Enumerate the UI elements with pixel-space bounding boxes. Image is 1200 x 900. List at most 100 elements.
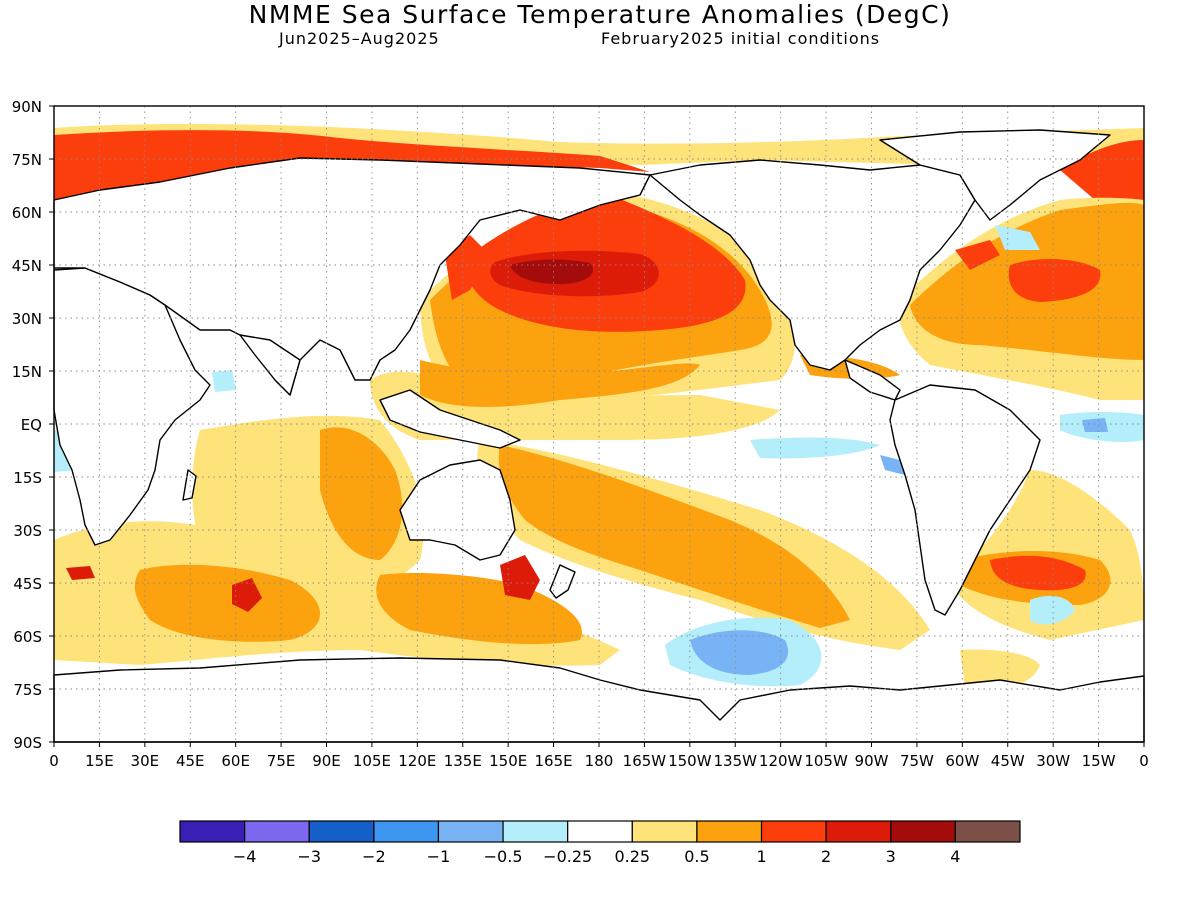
colorbar-label: −0.5 (484, 847, 523, 866)
colorbar-swatch (825, 820, 892, 843)
initial-conditions: February2025 initial conditions (601, 29, 881, 48)
anomaly-field (54, 123, 1144, 695)
colorbar-label: −4 (233, 847, 257, 866)
longitude-label: 60W (945, 752, 979, 770)
anomaly-region-south-indian-spot (232, 578, 262, 612)
colorbar-swatch (179, 820, 246, 843)
landmass-greenland (879, 129, 1111, 221)
longitude-label: 165E (535, 752, 573, 770)
landmass-eurasia (53, 157, 651, 396)
colorbar-label: 0.25 (614, 847, 650, 866)
colorbar-label: −2 (362, 847, 386, 866)
longitude-label: 30E (131, 752, 160, 770)
colorbar-label: 0.5 (684, 847, 709, 866)
longitude-label: 120E (398, 752, 436, 770)
latitude-label: 45S (13, 575, 42, 593)
longitude-label: 30W (1036, 752, 1070, 770)
colorbar-swatch (567, 820, 633, 843)
longitude-label: 45E (176, 752, 205, 770)
longitude-label: 135E (444, 752, 482, 770)
colorbar-swatch (437, 820, 504, 843)
anomaly-region-indian-ocean (320, 427, 403, 560)
colorbar-labels: −4 −3 −2 −1 −0.5 −0.25 0.25 0.5 1 2 3 4 (233, 847, 961, 866)
anomaly-region-north-atlantic-core (1008, 258, 1101, 302)
latitude-label: 45N (12, 257, 42, 275)
colorbar-swatch (954, 820, 1021, 843)
longitude-label: 105W (804, 752, 848, 770)
map-title: NMME Sea Surface Temperature Anomalies (… (248, 0, 952, 29)
longitude-labels: 0 15E 30E 45E 60E 75E 90E 105E 120E 135E 150E 165E 1… (49, 742, 1149, 770)
latitude-label: 60N (12, 204, 42, 222)
colorbar-label: −0.25 (543, 847, 592, 866)
anomaly-region-antarctic-coast (960, 649, 1040, 691)
anomaly-region-labrador (995, 225, 1040, 250)
latitude-label: 30N (12, 310, 42, 328)
anomaly-region-southeast-pacific-cold-core (690, 630, 789, 675)
anomaly-region-west-pacific-1 (420, 360, 700, 407)
longitude-label: 165W (623, 752, 667, 770)
landmass-maritime-continent (379, 389, 521, 449)
latitude-label: 90N (12, 98, 42, 116)
colorbar-label: 1 (756, 847, 766, 866)
anomaly-region-tasman (500, 555, 540, 600)
anomaly-region-japan (445, 235, 490, 300)
landmass-south-america (889, 384, 1041, 616)
colorbar-label: 3 (886, 847, 896, 866)
latitude-label: 75S (13, 681, 42, 699)
longitude-label: 120W (759, 752, 803, 770)
colorbar (179, 820, 1021, 843)
latitude-label: EQ (21, 416, 42, 434)
longitude-label: 0 (49, 752, 59, 770)
landmass-madagascar (182, 469, 197, 501)
longitude-label: 135W (714, 752, 758, 770)
latitude-label: 75N (12, 151, 42, 169)
longitude-label: 180 (585, 752, 614, 770)
anomaly-region-equatorial-east-pacific (750, 437, 880, 459)
anomaly-region-southwest-indian-spot (66, 566, 95, 580)
latitude-label: 15N (12, 363, 42, 381)
longitude-label: 150W (668, 752, 712, 770)
latitude-labels: 90N 75N 60N 45N 30N 15N EQ 15S 30S 45S 60S 75S 90S (12, 98, 54, 752)
forecast-period: Jun2025–Aug2025 (279, 29, 440, 48)
colorbar-label: 4 (950, 847, 960, 866)
landmass-new-zealand (549, 564, 576, 599)
longitude-label: 45W (991, 752, 1025, 770)
longitude-label: 0 (1139, 752, 1149, 770)
longitude-label: 75W (900, 752, 934, 770)
latitude-label: 60S (13, 628, 42, 646)
landmass-north-america (649, 159, 976, 371)
colorbar-label: 2 (821, 847, 831, 866)
colorbar-swatch (308, 820, 375, 843)
anomaly-region-southern-ocean-west-1 (134, 564, 320, 642)
longitude-label: 90E (312, 752, 341, 770)
latitude-label: 90S (13, 734, 42, 752)
anomaly-region-south-atlantic-core (990, 555, 1086, 591)
anomaly-region-south-atlantic-cold (1030, 595, 1075, 625)
longitude-label: 75E (267, 752, 296, 770)
latitude-label: 15S (13, 469, 42, 487)
colorbar-label: −3 (297, 847, 321, 866)
colorbar-swatch (244, 820, 310, 843)
colorbar-label: −1 (427, 847, 451, 866)
latitude-label: 30S (13, 522, 42, 540)
anomaly-region-south-pacific (498, 445, 850, 628)
colorbar-swatch (631, 820, 698, 843)
colorbar-swatch (502, 820, 569, 843)
anomaly-region-arabian-sea (212, 370, 236, 392)
anomaly-region-peru-coast (880, 455, 905, 475)
colorbar-swatch (760, 820, 827, 843)
longitude-label: 15E (85, 752, 114, 770)
graticule (54, 106, 1144, 742)
landmass-india (239, 334, 301, 396)
anomaly-region-arctic-warm (54, 130, 650, 200)
anomaly-region-north-pacific-4 (510, 259, 593, 285)
anomaly-region-gulf-of-guinea-core (1082, 418, 1108, 432)
colorbar-swatch (890, 820, 956, 843)
longitude-label: 15W (1082, 752, 1116, 770)
longitude-label: 105E (353, 752, 391, 770)
longitude-label: 150E (489, 752, 527, 770)
colorbar-swatch (696, 820, 763, 843)
longitude-label: 60E (221, 752, 250, 770)
landmass-australia (399, 459, 516, 561)
